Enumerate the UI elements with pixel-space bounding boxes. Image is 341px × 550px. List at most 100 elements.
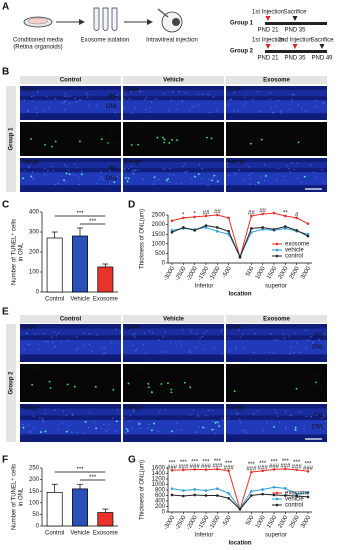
nucleus [211, 410, 214, 412]
nucleus [149, 330, 151, 332]
nucleus [51, 165, 54, 168]
tunel-spot [22, 426, 25, 429]
point [295, 494, 298, 498]
annotation: ## [259, 209, 266, 215]
nucleus [212, 420, 214, 422]
nucleus [201, 335, 204, 338]
nucleus [45, 95, 48, 98]
event-marker [292, 44, 298, 49]
event-marker [265, 44, 271, 49]
tunel-spot [84, 421, 87, 423]
nucleus [88, 343, 91, 346]
nucleus [101, 347, 103, 349]
legend-label: exosome [285, 491, 310, 497]
nucleus [296, 429, 298, 431]
nucleus [53, 331, 56, 333]
column-header: Exosome [263, 317, 290, 323]
nucleus [103, 423, 105, 426]
point [272, 485, 276, 489]
layer-label: ONL [106, 176, 119, 182]
nucleus [116, 175, 118, 178]
nucleus [47, 175, 49, 177]
annotation: ### [303, 466, 314, 472]
nucleus [250, 172, 253, 175]
nucleus [134, 336, 136, 339]
nucleus [87, 93, 89, 96]
point [261, 492, 264, 496]
nucleus [189, 414, 192, 416]
x-tick-label: Vehicle [70, 297, 90, 303]
nucleus [305, 415, 307, 418]
nucleus [54, 346, 56, 348]
nucleus [295, 332, 297, 334]
tunel-spot [211, 428, 214, 431]
nucleus [207, 93, 209, 96]
nucleus [109, 170, 111, 172]
bar [97, 266, 114, 293]
nucleus [289, 352, 292, 355]
point [284, 467, 287, 471]
nucleus [305, 346, 308, 348]
point [204, 224, 208, 227]
annotation: ## [214, 210, 221, 216]
nucleus [43, 109, 45, 112]
legend-label: vehicle [285, 497, 304, 503]
nucleus [154, 98, 157, 100]
nucleus [47, 170, 49, 172]
x-tick-label: Exosome [93, 297, 119, 303]
point [284, 214, 287, 218]
nucleus [282, 333, 284, 335]
onl-band [123, 172, 224, 186]
nucleus [249, 183, 251, 185]
y-tick-label: 400 [29, 210, 40, 216]
nucleus [61, 102, 64, 104]
nucleus [185, 170, 188, 172]
point [284, 225, 287, 228]
tunel-spot [100, 138, 103, 141]
nucleus [123, 107, 125, 109]
x-tick-label: Exosome [93, 531, 119, 537]
nucleus [104, 352, 106, 354]
tunel-spot [113, 181, 116, 184]
y-tick-label: 200 [29, 477, 40, 483]
nucleus [197, 104, 200, 106]
nucleus [227, 417, 229, 419]
nucleus [64, 92, 67, 94]
nucleus [115, 97, 118, 99]
nucleus [237, 329, 240, 331]
tunel-spot [63, 179, 65, 182]
nucleus [52, 169, 55, 172]
tunel-spot [294, 428, 297, 431]
nucleus [239, 336, 241, 338]
nucleus [288, 335, 290, 337]
nucleus [164, 331, 167, 334]
point [306, 491, 310, 495]
y-tick-label: 2000 [152, 222, 166, 228]
stain-label-copy: Merge [125, 406, 143, 412]
nucleus [71, 431, 73, 433]
nucleus [303, 428, 305, 430]
x-tick-label: 1000 [255, 265, 267, 280]
stain-label-copy: Merge [228, 406, 246, 412]
nucleus [318, 338, 321, 341]
event-marker [292, 16, 298, 21]
nucleus [142, 344, 145, 346]
panel-label: C [2, 200, 9, 211]
tunel-spot [264, 174, 267, 177]
annotation: *** [180, 460, 188, 466]
event-label: Sacrifice [310, 38, 334, 44]
point [261, 488, 264, 491]
layer-label: ONL [312, 344, 325, 350]
nucleus [253, 351, 255, 354]
layer-label: INL [109, 94, 119, 100]
column-header-bg [20, 315, 121, 323]
tunel-spot [218, 425, 221, 428]
tunel-spot [31, 383, 34, 386]
nucleus [68, 102, 71, 105]
point [204, 226, 208, 229]
tunel-spot [125, 427, 128, 430]
nucleus [205, 415, 207, 417]
y-tick-label: 1200 [152, 477, 166, 483]
column-header-bg [20, 76, 121, 84]
nucleus [163, 92, 165, 95]
